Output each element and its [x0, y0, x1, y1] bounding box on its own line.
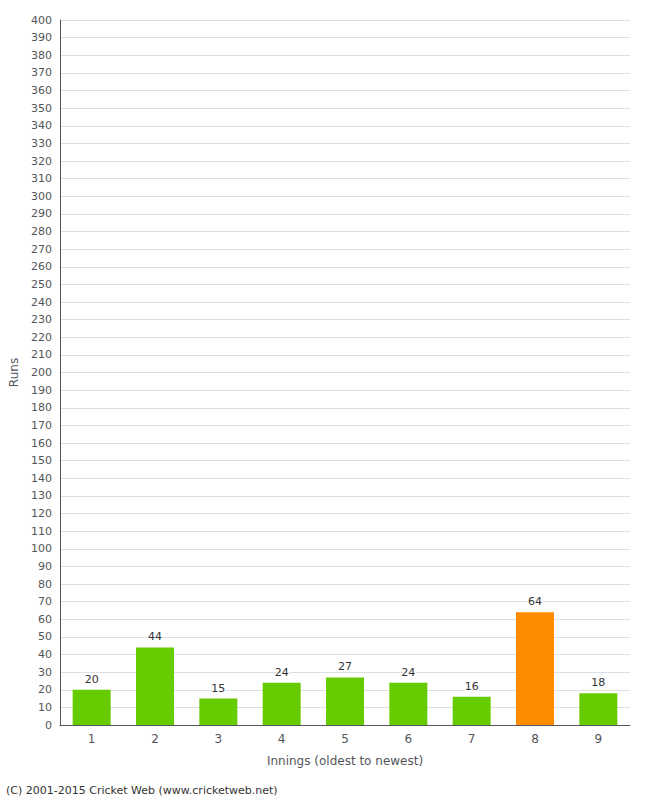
svg-text:360: 360	[31, 84, 52, 97]
svg-text:10: 10	[38, 701, 52, 714]
svg-text:130: 130	[31, 489, 52, 502]
svg-text:220: 220	[31, 331, 52, 344]
svg-text:110: 110	[31, 525, 52, 538]
svg-text:270: 270	[31, 243, 52, 256]
svg-text:2: 2	[151, 732, 159, 746]
svg-text:210: 210	[31, 348, 52, 361]
svg-text:340: 340	[31, 119, 52, 132]
svg-text:15: 15	[211, 682, 225, 695]
svg-text:60: 60	[38, 613, 52, 626]
svg-text:9: 9	[595, 732, 603, 746]
svg-text:50: 50	[38, 630, 52, 643]
svg-text:330: 330	[31, 137, 52, 150]
svg-text:16: 16	[465, 680, 479, 693]
svg-text:1: 1	[88, 732, 96, 746]
svg-text:8: 8	[531, 732, 539, 746]
svg-text:170: 170	[31, 419, 52, 432]
svg-text:370: 370	[31, 66, 52, 79]
svg-text:320: 320	[31, 155, 52, 168]
svg-text:230: 230	[31, 313, 52, 326]
svg-text:380: 380	[31, 49, 52, 62]
svg-text:90: 90	[38, 560, 52, 573]
svg-text:80: 80	[38, 578, 52, 591]
svg-text:260: 260	[31, 260, 52, 273]
svg-text:140: 140	[31, 472, 52, 485]
svg-text:5: 5	[341, 732, 349, 746]
svg-text:120: 120	[31, 507, 52, 520]
svg-text:20: 20	[38, 683, 52, 696]
svg-text:190: 190	[31, 384, 52, 397]
svg-text:24: 24	[401, 666, 415, 679]
svg-text:250: 250	[31, 278, 52, 291]
svg-text:30: 30	[38, 666, 52, 679]
svg-text:350: 350	[31, 102, 52, 115]
svg-text:6: 6	[405, 732, 413, 746]
svg-text:0: 0	[45, 719, 52, 732]
svg-text:390: 390	[31, 31, 52, 44]
svg-text:Innings (oldest to newest): Innings (oldest to newest)	[267, 754, 423, 768]
svg-text:280: 280	[31, 225, 52, 238]
svg-text:18: 18	[591, 676, 605, 689]
svg-text:180: 180	[31, 401, 52, 414]
svg-text:64: 64	[528, 595, 542, 608]
svg-text:100: 100	[31, 542, 52, 555]
svg-text:290: 290	[31, 207, 52, 220]
svg-text:40: 40	[38, 648, 52, 661]
svg-text:4: 4	[278, 732, 286, 746]
svg-text:200: 200	[31, 366, 52, 379]
svg-text:160: 160	[31, 437, 52, 450]
svg-text:150: 150	[31, 454, 52, 467]
svg-text:3: 3	[215, 732, 223, 746]
svg-text:70: 70	[38, 595, 52, 608]
svg-text:44: 44	[148, 630, 162, 643]
svg-text:300: 300	[31, 190, 52, 203]
svg-text:400: 400	[31, 14, 52, 27]
svg-text:240: 240	[31, 296, 52, 309]
svg-text:7: 7	[468, 732, 476, 746]
svg-text:(C) 2001-2015 Cricket Web (www: (C) 2001-2015 Cricket Web (www.cricketwe…	[6, 784, 278, 797]
svg-text:27: 27	[338, 660, 352, 673]
svg-text:20: 20	[85, 673, 99, 686]
svg-text:Runs: Runs	[7, 358, 21, 387]
svg-text:310: 310	[31, 172, 52, 185]
svg-text:24: 24	[275, 666, 289, 679]
